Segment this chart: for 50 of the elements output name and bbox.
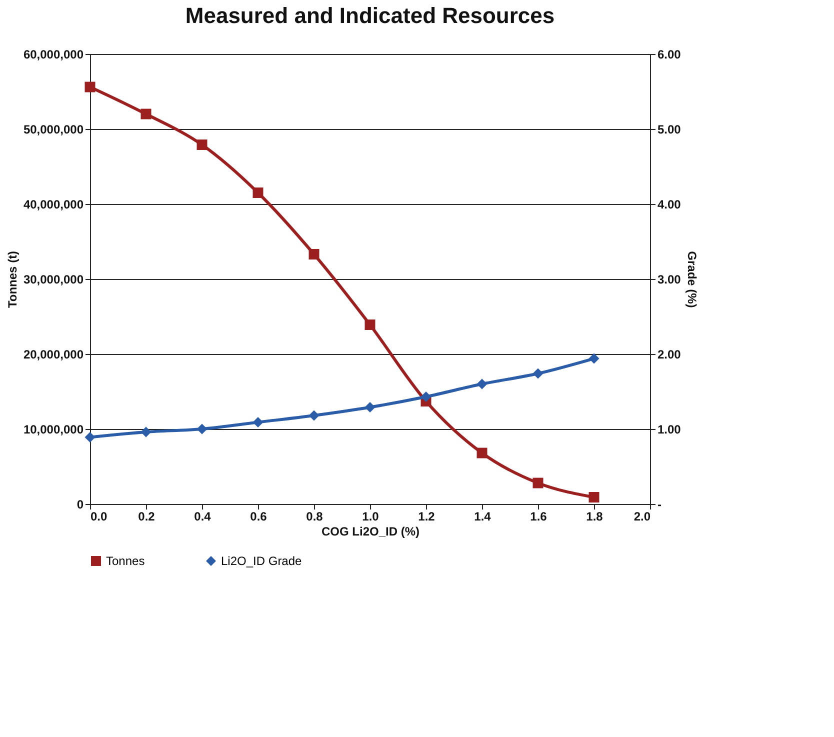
point — [364, 402, 376, 412]
point — [532, 368, 544, 379]
x-tick-label: 1.0 — [362, 510, 380, 524]
point — [308, 410, 320, 421]
point — [140, 108, 152, 120]
point — [84, 432, 96, 442]
point — [308, 249, 320, 260]
x-tick-label: 2.0 — [634, 510, 651, 524]
y2-tick-label: - — [658, 498, 662, 512]
y-axis-title: Tonnes (t) — [5, 250, 20, 308]
y-tick-label: 10,000,000 — [23, 422, 84, 436]
x-tick-label: 0.4 — [194, 510, 212, 524]
point — [420, 392, 432, 402]
y2-tick-label: 4.00 — [658, 198, 682, 212]
y-tick-label: 50,000,000 — [23, 122, 84, 136]
y2-axis-title: Grade (%) — [684, 251, 699, 308]
legend-label: Tonnes — [106, 554, 145, 568]
y2-tick-label: 3.00 — [658, 272, 682, 286]
point — [588, 492, 600, 502]
point — [196, 424, 208, 434]
y2-tick-label: 6.00 — [658, 48, 682, 62]
x-tick-label: 0.0 — [90, 510, 108, 524]
x-tick-label: 0.6 — [250, 510, 268, 524]
y-tick-label: 0 — [76, 498, 84, 512]
point — [140, 426, 152, 438]
chart-title: Measured and Indicated Resources — [185, 3, 555, 28]
y-tick-label: 60,000,000 — [23, 48, 84, 62]
point — [252, 417, 264, 428]
point — [476, 378, 488, 390]
x-tick-label: 1.8 — [586, 510, 604, 524]
x-tick-label: 1.2 — [418, 510, 436, 524]
point — [252, 188, 264, 198]
point — [532, 478, 544, 488]
point — [476, 448, 488, 458]
x-tick-label: 1.4 — [474, 510, 492, 524]
y2-tick-label: 2.00 — [658, 348, 682, 362]
x-tick-label: 0.2 — [138, 510, 156, 524]
y2-tick-label: 1.00 — [658, 422, 682, 436]
legend-label: Li2O_ID Grade — [221, 554, 302, 568]
point — [196, 140, 208, 150]
x-tick-label: 0.8 — [306, 510, 324, 524]
y-tick-label: 40,000,000 — [23, 198, 84, 212]
y2-tick-label: 5.00 — [658, 122, 682, 136]
point — [588, 353, 600, 364]
point — [84, 82, 96, 92]
x-axis-title: COG Li2O_ID (%) — [321, 524, 420, 538]
x-tick-label: 1.6 — [530, 510, 548, 524]
y-tick-label: 30,000,000 — [23, 272, 84, 286]
y-tick-label: 20,000,000 — [23, 348, 84, 362]
point — [364, 320, 376, 330]
